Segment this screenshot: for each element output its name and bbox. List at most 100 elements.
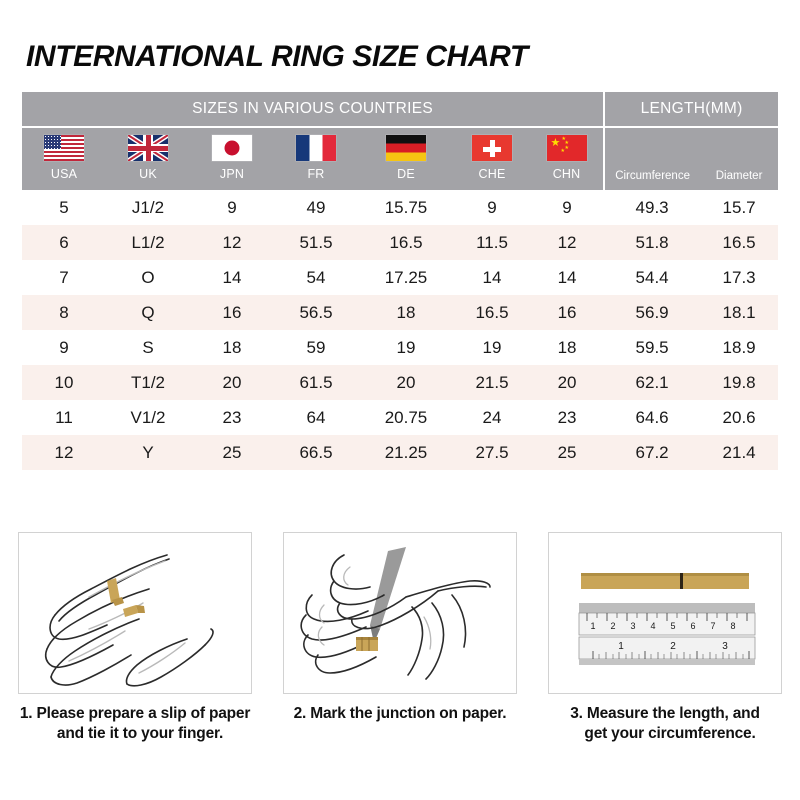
column-header-uk: UK <box>106 127 190 190</box>
flag-usa-icon <box>44 135 84 161</box>
table-row: 5 J1/2 9 49 15.75 9 9 49.3 15.7 <box>22 190 779 225</box>
instruction-step-1: 1. Please prepare a slip of paper and ti… <box>18 532 252 744</box>
cell-che: 24 <box>454 400 530 435</box>
cell-che: 11.5 <box>454 225 530 260</box>
cell-diameter: 15.7 <box>700 190 779 225</box>
cell-diameter: 18.9 <box>700 330 779 365</box>
cell-de: 20 <box>358 365 454 400</box>
cell-jpn: 18 <box>190 330 274 365</box>
instruction-caption-2: 2. Mark the junction on paper. <box>283 704 517 724</box>
table-row: 6 L1/2 12 51.5 16.5 11.5 12 51.8 16.5 <box>22 225 779 260</box>
cell-uk: L1/2 <box>106 225 190 260</box>
cell-circumference: 51.8 <box>604 225 701 260</box>
cell-chn: 23 <box>530 400 605 435</box>
column-header-circumference: Circumference <box>603 127 701 190</box>
svg-text:5: 5 <box>670 621 675 631</box>
group-header-countries: SIZES IN VARIOUS COUNTRIES <box>22 92 605 128</box>
cell-che: 21.5 <box>454 365 530 400</box>
cell-uk: J1/2 <box>106 190 190 225</box>
paper-strip-2 <box>123 605 145 617</box>
cell-fr: 49 <box>274 190 358 225</box>
cell-chn: 16 <box>530 295 605 330</box>
cell-uk: T1/2 <box>106 365 190 400</box>
cell-fr: 54 <box>274 260 358 295</box>
column-header-che: CHE <box>454 127 530 190</box>
cell-fr: 66.5 <box>274 435 358 470</box>
cell-de: 20.75 <box>358 400 454 435</box>
flag-che-icon <box>472 135 512 161</box>
instruction-image-2 <box>283 532 517 694</box>
ruler-cm: 1 2 3 4 5 6 7 8 <box>578 603 756 636</box>
cell-che: 27.5 <box>454 435 530 470</box>
cell-chn: 12 <box>530 225 605 260</box>
caption-line-2: get your circumference. <box>584 724 756 742</box>
table-row: 11 V1/2 23 64 20.75 24 23 64.6 20.6 <box>22 400 779 435</box>
column-label-chn: CHN <box>552 167 581 181</box>
cell-usa: 12 <box>22 435 106 470</box>
hand-marking-paper-with-pen-illustration <box>300 547 491 680</box>
caption-line-2: and tie it to your finger. <box>56 724 224 742</box>
caption-line-1: 1. Please prepare a slip of paper <box>19 705 251 722</box>
cell-jpn: 23 <box>190 400 274 435</box>
cell-diameter: 18.1 <box>700 295 779 330</box>
cell-jpn: 12 <box>190 225 274 260</box>
cell-diameter: 16.5 <box>700 225 779 260</box>
flag-jpn-icon <box>212 135 252 161</box>
cell-diameter: 19.8 <box>700 365 779 400</box>
table-body: 5 J1/2 9 49 15.75 9 9 49.3 15.7 6 L1/2 1… <box>22 190 779 470</box>
cell-usa: 7 <box>22 260 106 295</box>
cell-jpn: 25 <box>190 435 274 470</box>
svg-text:2: 2 <box>670 641 676 652</box>
column-header-usa: USA <box>22 127 106 190</box>
cell-circumference: 56.9 <box>604 295 701 330</box>
paper-strip-1 <box>107 578 124 606</box>
cell-uk: S <box>106 330 190 365</box>
cell-circumference: 62.1 <box>604 365 701 400</box>
cell-diameter: 17.3 <box>700 260 779 295</box>
flag-chn-icon: ★ ★ ★ ★ ★ <box>546 135 587 161</box>
cell-circumference: 49.3 <box>604 190 701 225</box>
column-label-che: CHE <box>478 167 506 181</box>
cell-circumference: 67.2 <box>604 435 701 470</box>
cell-diameter: 20.6 <box>700 400 779 435</box>
ruler-inch: 1 2 3 <box>578 636 756 665</box>
cell-jpn: 16 <box>190 295 274 330</box>
cell-usa: 6 <box>22 225 106 260</box>
cell-de: 15.75 <box>358 190 454 225</box>
paper-strip-3 <box>356 637 378 651</box>
paper-strip-measured <box>581 573 749 589</box>
table-row: 9 S 18 59 19 19 18 59.5 18.9 <box>22 330 779 365</box>
svg-text:1: 1 <box>618 641 624 652</box>
page-title: INTERNATIONAL RING SIZE CHART <box>26 40 528 73</box>
cell-de: 19 <box>358 330 454 365</box>
column-header-fr: FR <box>274 127 358 190</box>
cell-usa: 11 <box>22 400 106 435</box>
svg-text:7: 7 <box>710 621 715 631</box>
table-group-header-row: SIZES IN VARIOUS COUNTRIES LENGTH(MM) <box>22 92 779 128</box>
hand-with-paper-strip-illustration <box>45 554 214 687</box>
cell-usa: 5 <box>22 190 106 225</box>
cell-che: 9 <box>454 190 530 225</box>
flag-de-icon <box>386 135 426 161</box>
svg-text:3: 3 <box>722 641 728 652</box>
column-header-de: DE <box>358 127 454 190</box>
flag-fr-icon <box>296 135 336 161</box>
instructions-section: 1. Please prepare a slip of paper and ti… <box>18 532 782 744</box>
cell-circumference: 59.5 <box>604 330 701 365</box>
cell-chn: 14 <box>530 260 605 295</box>
cell-circumference: 64.6 <box>604 400 701 435</box>
caption-line-1: 2. Mark the junction on paper. <box>293 705 507 722</box>
svg-text:4: 4 <box>650 621 655 631</box>
junction-mark <box>680 573 683 589</box>
column-label-circumference: Circumference <box>615 170 690 182</box>
cell-uk: Q <box>106 295 190 330</box>
cell-fr: 61.5 <box>274 365 358 400</box>
cell-diameter: 21.4 <box>700 435 779 470</box>
cell-chn: 9 <box>530 190 605 225</box>
column-label-uk: UK <box>139 167 157 181</box>
flag-uk-icon <box>128 135 168 161</box>
cell-usa: 10 <box>22 365 106 400</box>
instruction-step-2: 2. Mark the junction on paper. <box>283 532 517 744</box>
